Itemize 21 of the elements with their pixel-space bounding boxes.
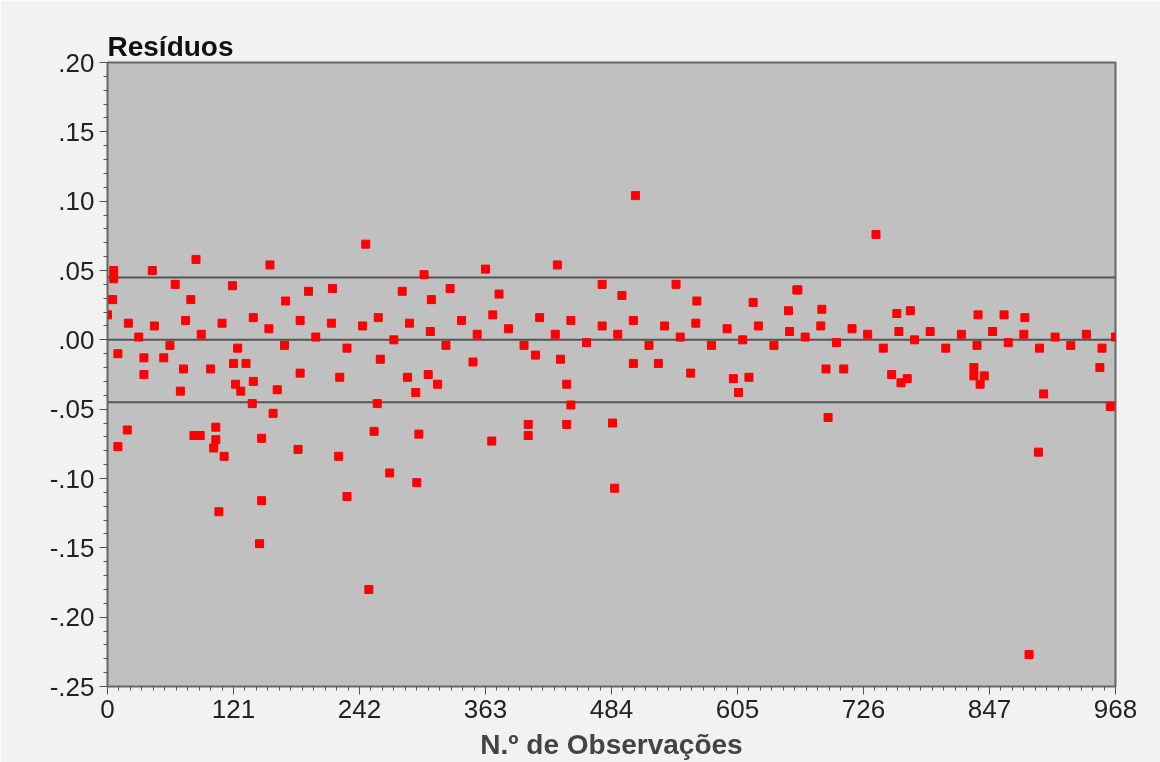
x-tick-label: 484: [589, 693, 634, 724]
y-tick-label: .00: [58, 324, 95, 355]
y-tick-label: .05: [58, 255, 95, 286]
y-tick-label: -.15: [49, 532, 95, 563]
y-tick-label: -.05: [49, 394, 95, 425]
y-tick-label: .15: [58, 116, 95, 147]
x-tick-label: 847: [967, 693, 1012, 724]
x-tick-label: 363: [463, 693, 508, 724]
x-tick-label: 121: [211, 693, 256, 724]
y-axis-title: Resíduos: [107, 30, 234, 62]
y-tick-label: -.20: [49, 602, 95, 633]
y-tick-label: .10: [58, 186, 95, 217]
y-tick-label: -.25: [49, 671, 95, 702]
x-tick-label: 726: [841, 693, 886, 724]
x-tick-label: 242: [337, 693, 382, 724]
x-tick-label: 968: [1093, 693, 1138, 724]
x-tick-label: 0: [100, 693, 115, 724]
y-tick-label: -.10: [49, 463, 95, 494]
x-axis-title: N.º de Observações: [480, 728, 743, 760]
x-tick-label: 605: [715, 693, 760, 724]
y-tick-label: .20: [58, 47, 95, 78]
